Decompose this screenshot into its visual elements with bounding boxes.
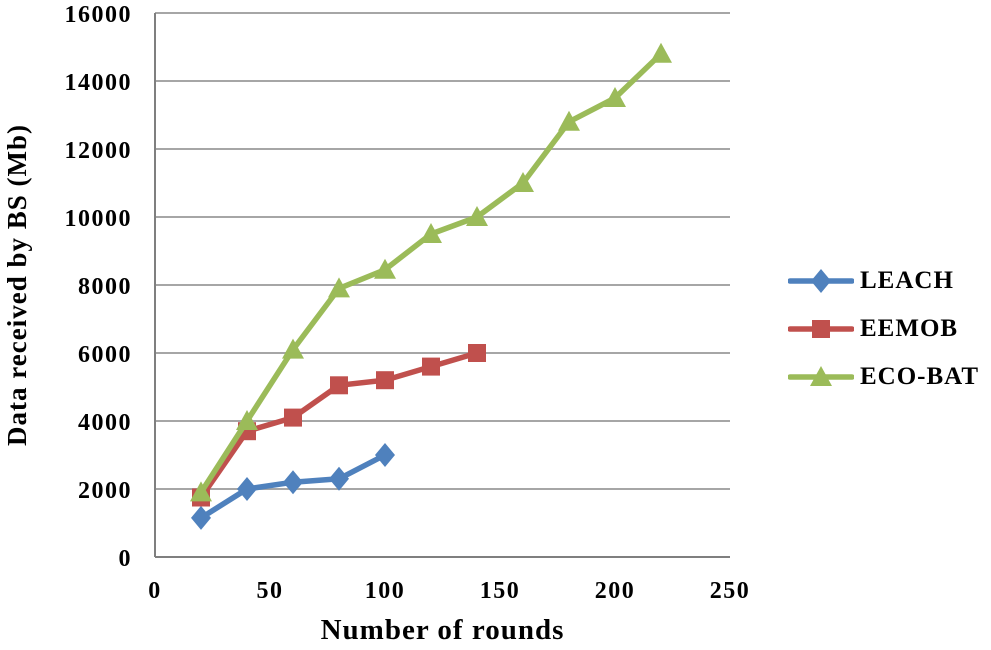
marker-triangle (236, 410, 258, 430)
x-tick-label: 50 (257, 578, 284, 604)
marker-diamond (237, 477, 257, 501)
marker-triangle (420, 223, 442, 243)
series-leach (191, 443, 395, 530)
marker-triangle (558, 110, 580, 131)
x-tick-label: 100 (365, 578, 406, 604)
legend-marker-square-icon (788, 320, 854, 338)
legend-label: EEMOB (860, 315, 959, 342)
marker-triangle (466, 206, 488, 226)
marker-triangle (374, 258, 396, 279)
x-tick-label: 200 (595, 578, 636, 604)
marker-diamond (811, 269, 831, 293)
y-tick-label: 14000 (65, 70, 133, 96)
marker-triangle (328, 277, 350, 298)
y-tick-label: 4000 (78, 410, 132, 436)
marker-square (422, 357, 440, 376)
legend-item-eco-bat: ECO-BAT (788, 360, 979, 394)
marker-diamond (283, 470, 303, 495)
y-tick-label: 10000 (65, 206, 133, 232)
legend-marker-triangle-icon (788, 366, 854, 386)
marker-triangle (512, 172, 534, 192)
marker-triangle (282, 338, 304, 359)
x-tick-label: 0 (148, 578, 162, 604)
marker-square (812, 320, 830, 338)
marker-triangle (810, 366, 832, 386)
legend-marker-diamond-icon (788, 269, 854, 293)
x-tick-label: 150 (480, 578, 521, 604)
y-tick-label: 2000 (78, 478, 132, 504)
marker-square (284, 408, 302, 427)
chart-legend: LEACH EEMOB ECO-BAT (788, 264, 979, 394)
marker-diamond (375, 443, 395, 467)
y-tick-label: 8000 (78, 274, 132, 300)
y-tick-label: 12000 (65, 138, 133, 164)
marker-diamond (191, 505, 211, 530)
marker-triangle (190, 481, 212, 502)
marker-square (468, 344, 486, 362)
legend-item-eemob: EEMOB (788, 312, 979, 346)
legend-label: LEACH (860, 267, 954, 294)
legend-item-leach: LEACH (788, 264, 979, 298)
y-tick-label: 16000 (65, 2, 133, 28)
marker-triangle (650, 42, 672, 63)
y-tick-label: 6000 (78, 342, 132, 368)
marker-square (330, 376, 348, 395)
legend-label: ECO-BAT (860, 363, 980, 390)
marker-triangle (604, 87, 626, 107)
marker-square (376, 371, 394, 390)
x-axis-title: Number of rounds (320, 614, 565, 646)
marker-diamond (329, 466, 349, 491)
y-axis-title: Data received by BS (Mb) (2, 124, 32, 446)
y-tick-label: 0 (119, 546, 133, 572)
x-tick-label: 250 (710, 578, 751, 604)
series-eco-bat (190, 42, 672, 502)
